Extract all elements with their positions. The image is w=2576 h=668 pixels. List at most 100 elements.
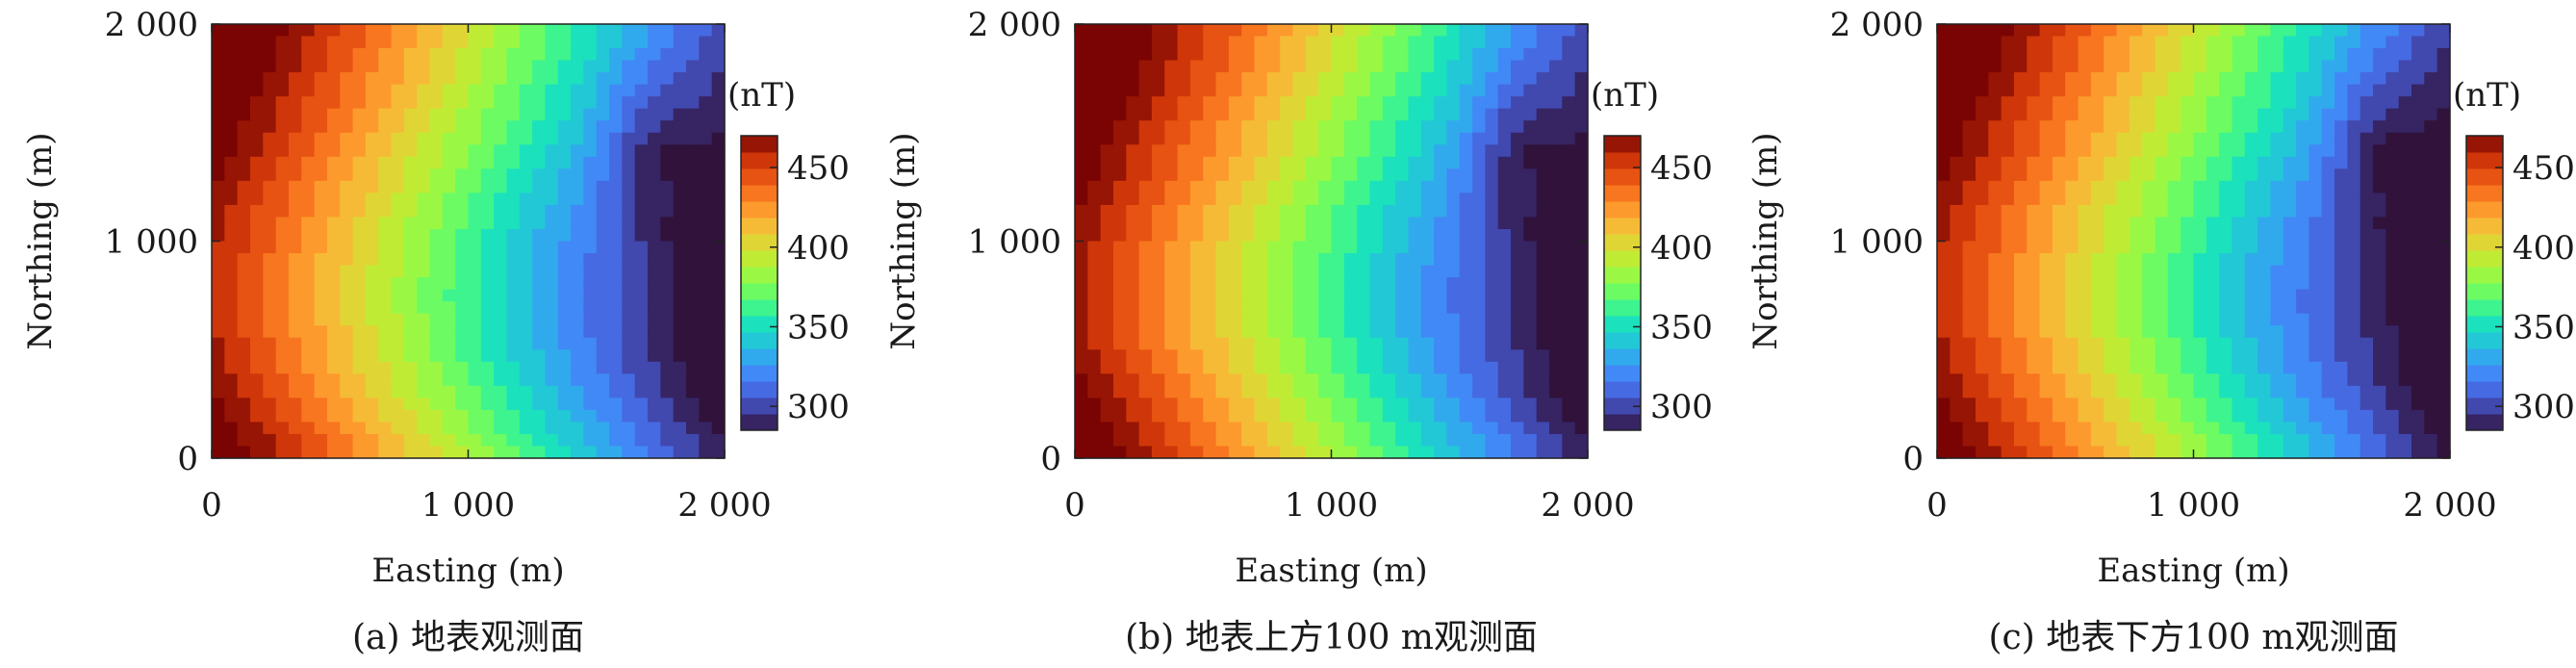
heatmap-cell xyxy=(237,277,251,291)
heatmap-cell xyxy=(1420,144,1435,158)
heatmap-cell xyxy=(1215,204,1230,218)
heatmap-cell xyxy=(1331,325,1345,339)
heatmap-cell xyxy=(1164,337,1179,350)
heatmap-cell xyxy=(1254,24,1268,38)
heatmap-cell xyxy=(326,385,341,398)
heatmap-cell xyxy=(2039,204,2053,218)
heatmap-cell xyxy=(2385,84,2400,97)
heatmap-cell xyxy=(1536,385,1550,398)
heatmap-cell xyxy=(2027,349,2041,363)
heatmap-cell xyxy=(1357,277,1371,291)
heatmap-cell xyxy=(2334,217,2348,230)
heatmap-cell xyxy=(634,168,649,182)
heatmap-cell xyxy=(1087,422,1102,435)
heatmap-cell xyxy=(468,156,482,169)
heatmap-cell xyxy=(2257,446,2272,459)
heatmap-cell xyxy=(2116,144,2130,158)
heatmap-cell xyxy=(596,204,610,218)
heatmap-cell xyxy=(1434,60,1448,73)
heatmap-cell xyxy=(391,48,405,62)
heatmap-cell xyxy=(1331,108,1345,121)
heatmap-cell xyxy=(442,156,456,169)
heatmap-cell xyxy=(212,253,225,267)
heatmap-cell xyxy=(2411,120,2425,134)
heatmap-cell xyxy=(365,277,379,291)
heatmap-cell xyxy=(2013,60,2028,73)
heatmap-cell xyxy=(212,337,225,350)
heatmap-cell xyxy=(1446,349,1461,363)
heatmap-cell xyxy=(1975,398,1989,411)
heatmap-cell xyxy=(378,265,393,278)
heatmap-cell xyxy=(2027,96,2041,110)
heatmap-cell xyxy=(2039,241,2053,254)
heatmap-cell xyxy=(2436,265,2451,278)
heatmap-cell xyxy=(1280,313,1294,326)
heatmap-cell xyxy=(1100,48,1114,62)
heatmap-cell xyxy=(1549,422,1563,435)
heatmap-cell xyxy=(1112,96,1127,110)
heatmap-cell xyxy=(506,409,521,424)
heatmap-cell xyxy=(1177,217,1191,230)
heatmap-cell xyxy=(1420,301,1435,315)
heatmap-cell xyxy=(2104,228,2118,243)
heatmap-cell xyxy=(2116,373,2130,387)
heatmap-cell xyxy=(1075,241,1088,254)
heatmap-cell xyxy=(2206,24,2220,38)
heatmap-cell xyxy=(583,168,598,182)
heatmap-cell xyxy=(2424,289,2438,302)
heatmap-cell xyxy=(2411,168,2425,182)
heatmap-cell xyxy=(609,132,623,145)
heatmap-cell xyxy=(2104,84,2118,97)
heatmap-cell xyxy=(1962,217,1977,230)
x-tick-label: 1 000 xyxy=(421,486,515,525)
heatmap-cell xyxy=(1459,446,1473,459)
heatmap-cell xyxy=(2078,60,2092,73)
heatmap-cell xyxy=(2142,241,2156,254)
heatmap-cell xyxy=(1305,217,1319,230)
heatmap-cell xyxy=(660,289,675,302)
heatmap-cell xyxy=(2129,289,2143,302)
heatmap-cell xyxy=(686,409,700,424)
heatmap-cell xyxy=(711,265,726,278)
heatmap-cell xyxy=(2308,84,2323,97)
heatmap-cell xyxy=(2359,48,2374,62)
heatmap-cell xyxy=(622,168,636,182)
heatmap-cell xyxy=(2232,24,2246,38)
heatmap-cell xyxy=(365,361,379,374)
heatmap-cell xyxy=(2001,48,2015,62)
heatmap-cell xyxy=(2090,289,2104,302)
heatmap-cell xyxy=(2090,409,2104,424)
heatmap-cell xyxy=(532,108,547,121)
heatmap-cell xyxy=(673,36,687,49)
heatmap-cell xyxy=(224,422,239,435)
heatmap-cell xyxy=(1511,180,1524,193)
heatmap-cell xyxy=(1382,144,1396,158)
heatmap-cell xyxy=(494,24,508,38)
heatmap-cell xyxy=(237,217,251,230)
heatmap-cell xyxy=(365,36,379,49)
heatmap-cell xyxy=(2142,108,2156,121)
heatmap-cell xyxy=(1950,72,1964,86)
heatmap-cell xyxy=(1151,180,1165,193)
heatmap-cell xyxy=(609,422,623,435)
heatmap-cell xyxy=(2116,156,2130,169)
heatmap-cell xyxy=(1138,349,1153,363)
heatmap-cell xyxy=(2193,217,2207,230)
heatmap-cell xyxy=(1485,446,1499,459)
heatmap-cell xyxy=(1126,349,1140,363)
heatmap-cell xyxy=(2424,144,2438,158)
heatmap-cell xyxy=(2142,96,2156,110)
heatmap-cell xyxy=(1523,337,1538,350)
heatmap-cell xyxy=(2232,241,2246,254)
heatmap-cell xyxy=(1126,144,1140,158)
heatmap-cell xyxy=(660,36,675,49)
colorbar-segment xyxy=(741,152,778,169)
heatmap-cell xyxy=(596,313,610,326)
heatmap-cell xyxy=(249,422,264,435)
heatmap-cell xyxy=(2013,325,2028,339)
heatmap-cell xyxy=(2142,84,2156,97)
heatmap-cell xyxy=(1549,96,1563,110)
heatmap-cell xyxy=(1574,72,1589,86)
heatmap-cell xyxy=(1434,373,1448,387)
heatmap-cell xyxy=(288,422,302,435)
